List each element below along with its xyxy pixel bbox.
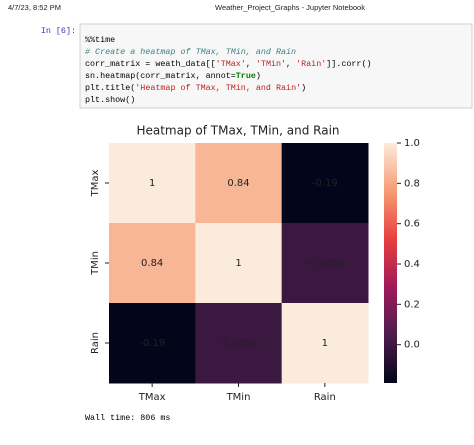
code-token: sn.heatmap(corr_matrix, annot= xyxy=(85,71,236,81)
heatmap-cell xyxy=(195,143,283,224)
heatmap-cell xyxy=(195,223,283,304)
cell-annotation: -0.0058 xyxy=(306,258,345,269)
heatmap: 1 0.84 -0.19 0.84 1 -0.0058 -0.19 -0.0058 1 TMax T… xyxy=(90,138,420,403)
code-token: 'TMax' xyxy=(216,59,246,69)
heatmap-cell xyxy=(281,223,369,304)
code-token: 'TMin' xyxy=(256,59,286,69)
colorbar-tick-label: 0.4 xyxy=(404,259,420,270)
code-token: ) xyxy=(301,83,306,93)
code-line: plt.title('Heatmap of TMax, TMin, and Ra… xyxy=(85,83,306,93)
code-token: # Create a heatmap of TMax, TMin, and Ra… xyxy=(85,47,296,57)
code-line: plt.show() xyxy=(85,95,135,105)
cell-output: Wall time: 806 ms xyxy=(85,413,170,423)
colorbar-tick-label: 0.6 xyxy=(404,219,420,230)
code-token: %%time xyxy=(85,35,115,45)
code-token: , xyxy=(246,59,256,69)
y-tick-label: Rain xyxy=(90,332,101,354)
code-token: True xyxy=(236,71,256,81)
heatmap-cell xyxy=(281,143,369,224)
code-token: 'Heatmap of TMax, TMin, and Rain' xyxy=(135,83,301,93)
x-tick-label: TMin xyxy=(226,392,251,403)
code-token: plt.title( xyxy=(85,83,135,93)
colorbar-tick-label: 0.8 xyxy=(404,178,420,189)
x-tick-label: Rain xyxy=(314,392,336,403)
code-cell[interactable] xyxy=(79,23,473,109)
heatmap-cell xyxy=(281,303,369,384)
cell-annotation: 1 xyxy=(149,178,155,189)
heatmap-cell xyxy=(195,303,283,384)
cell-annotation: 1 xyxy=(322,338,328,349)
x-tick-label: TMax xyxy=(138,392,166,403)
cell-annotation: 0.84 xyxy=(141,258,163,269)
colorbar-tick-label: 0.0 xyxy=(404,340,420,351)
code-line: corr_matrix = weath_data[['TMax', 'TMin'… xyxy=(85,59,372,69)
colorbar-tick-label: 0.2 xyxy=(404,299,420,310)
chart-title: Heatmap of TMax, TMin, and Rain xyxy=(136,124,339,138)
y-tick-label: TMin xyxy=(90,251,101,276)
heatmap-cell xyxy=(109,143,196,224)
cell-annotation: -0.19 xyxy=(312,178,338,189)
colorbar-tick-label: 1.0 xyxy=(404,138,420,149)
heatmap-cell xyxy=(109,303,196,384)
print-datetime: 4/7/23, 8:52 PM xyxy=(8,3,61,12)
code-token: , xyxy=(286,59,296,69)
input-prompt: In [6]: xyxy=(41,26,76,36)
print-title: Weather_Project_Graphs - Jupyter Noteboo… xyxy=(215,3,365,12)
colorbar xyxy=(384,143,397,383)
cell-annotation: -0.0058 xyxy=(219,338,258,349)
code-line: %%time xyxy=(85,35,115,45)
code-token: plt.show() xyxy=(85,95,135,105)
cell-annotation: -0.19 xyxy=(139,338,165,349)
cell-annotation: 1 xyxy=(235,258,241,269)
code-token: 'Rain' xyxy=(296,59,326,69)
code-token: ]].corr() xyxy=(326,59,371,69)
y-tick-label: TMax xyxy=(90,170,101,198)
heatmap-cell xyxy=(109,223,196,304)
code-token: corr_matrix = weath_data[[ xyxy=(85,59,216,69)
code-token: ) xyxy=(256,71,261,81)
code-line: # Create a heatmap of TMax, TMin, and Ra… xyxy=(85,47,296,57)
code-line: sn.heatmap(corr_matrix, annot=True) xyxy=(85,71,261,81)
code-lines: %%time # Create a heatmap of TMax, TMin, … xyxy=(85,35,372,105)
cell-annotation: 0.84 xyxy=(227,178,249,189)
